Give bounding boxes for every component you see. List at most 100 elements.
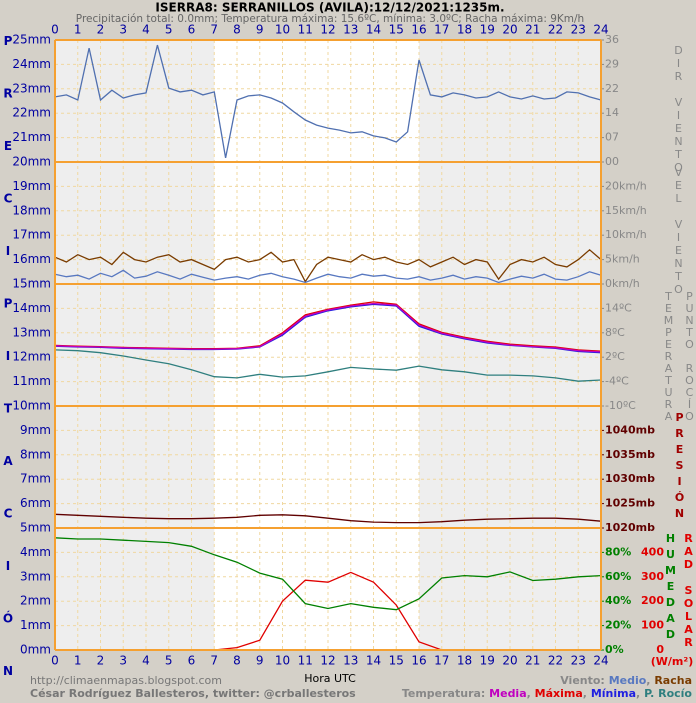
x-axis-label: Hora UTC xyxy=(304,672,356,685)
legend-separator: , xyxy=(646,674,650,687)
y-tick-label: 14mm xyxy=(12,301,51,315)
temperature-legend: Temperatura: Media, Máxima, Mínima, P. R… xyxy=(402,687,693,700)
panel-label: PUNTO ROCÍO xyxy=(683,290,696,422)
y-tick-label: 25mm xyxy=(12,33,51,47)
y-tick-label: 40% xyxy=(605,594,631,607)
x-tick-label: 5 xyxy=(165,654,173,668)
y-tick-label: 9mm xyxy=(20,423,51,437)
x-tick-label: 18 xyxy=(457,654,472,668)
y-tick-label: 20km/h xyxy=(605,179,647,192)
legend-entry: Mínima xyxy=(591,687,636,700)
y2-tick-label: 0 xyxy=(656,643,664,656)
y-tick-label: 1030mb xyxy=(605,472,655,485)
legend-separator: , xyxy=(636,687,640,700)
x-tick-label: 19 xyxy=(480,23,495,37)
series-line xyxy=(54,248,602,283)
y-tick-label: 5km/h xyxy=(605,253,640,266)
y-tick-label: 1040mb xyxy=(605,423,655,436)
x-tick-label: 7 xyxy=(210,654,218,668)
y-tick-label: 2ºC xyxy=(605,350,625,363)
y-axis-label: PRECIPITACIÓN xyxy=(1,34,15,703)
y-tick-label: 8mm xyxy=(20,447,51,461)
x-tick-label: 9 xyxy=(256,23,264,37)
x-tick-label: 11 xyxy=(298,23,313,37)
x-tick-label: 3 xyxy=(119,23,127,37)
x-tick-label: 4 xyxy=(142,23,150,37)
x-tick-label: 21 xyxy=(525,23,540,37)
x-tick-label: 20 xyxy=(502,23,517,37)
legend-entry: Medio xyxy=(609,674,647,687)
x-tick-label: 21 xyxy=(525,654,540,668)
y-tick-label: 17mm xyxy=(12,228,51,242)
y-tick-label: 6mm xyxy=(20,496,51,510)
y-tick-label: 14 xyxy=(605,106,619,119)
x-tick-label: 13 xyxy=(343,654,358,668)
x-tick-label: 7 xyxy=(210,23,218,37)
x-tick-label: 2 xyxy=(97,654,105,668)
x-tick-label: 22 xyxy=(548,654,563,668)
x-tick-label: 17 xyxy=(434,654,449,668)
x-tick-label: 13 xyxy=(343,23,358,37)
x-tick-label: 5 xyxy=(165,23,173,37)
x-tick-label: 23 xyxy=(571,654,586,668)
x-tick-label: 14 xyxy=(366,654,381,668)
series-line xyxy=(54,349,602,382)
y-tick-label: 36 xyxy=(605,33,619,46)
night-shading xyxy=(55,40,215,650)
x-tick-label: 0 xyxy=(51,654,59,668)
y-tick-label: 15mm xyxy=(12,277,51,291)
y-tick-label: 1025mb xyxy=(605,497,655,510)
legend-separator: , xyxy=(583,687,587,700)
panel-label: PRESIÓN xyxy=(673,411,686,523)
legend-title: Temperatura: xyxy=(402,687,485,700)
x-tick-label: 1 xyxy=(74,654,82,668)
y-tick-label: 24mm xyxy=(12,57,51,71)
y-tick-label: 21mm xyxy=(12,130,51,144)
y2-tick-label: 400 xyxy=(641,545,664,558)
x-tick-label: 1 xyxy=(74,23,82,37)
y-tick-label: 8ºC xyxy=(605,326,625,339)
y-tick-label: 16mm xyxy=(12,252,51,266)
series-line xyxy=(54,44,602,159)
y-tick-label: 20% xyxy=(605,619,631,632)
x-tick-label: 24 xyxy=(593,654,608,668)
y-tick-label: 80% xyxy=(605,545,631,558)
y-tick-label: 3mm xyxy=(20,569,51,583)
y-tick-label: 0% xyxy=(605,643,624,656)
x-tick-label: 11 xyxy=(298,654,313,668)
y-tick-label: -10ºC xyxy=(605,399,636,412)
y2-tick-label: 300 xyxy=(641,570,664,583)
y-tick-label: -4ºC xyxy=(605,375,629,388)
legend-entry: P. Rocío xyxy=(644,687,692,700)
panel-label: HUMEDAD xyxy=(664,532,677,644)
x-tick-label: 15 xyxy=(389,23,404,37)
x-tick-label: 9 xyxy=(256,654,264,668)
legend-entry: Máxima xyxy=(535,687,583,700)
y-tick-label: 10km/h xyxy=(605,228,647,241)
y-tick-label: 20mm xyxy=(12,155,51,169)
x-tick-label: 2 xyxy=(97,23,105,37)
y-tick-label: 12mm xyxy=(12,350,51,364)
y-tick-label: 1035mb xyxy=(605,448,655,461)
y-tick-label: 1mm xyxy=(20,618,51,632)
y-tick-label: 19mm xyxy=(12,179,51,193)
footer-author: César Rodríguez Ballesteros, twitter: @c… xyxy=(30,687,356,700)
x-tick-label: 23 xyxy=(571,23,586,37)
series-line xyxy=(54,537,602,611)
legend-entry: Media xyxy=(489,687,526,700)
x-tick-label: 12 xyxy=(320,23,335,37)
y-tick-label: 1020mb xyxy=(605,521,655,534)
y-tick-label: 07 xyxy=(605,131,619,144)
y-tick-label: 11mm xyxy=(12,374,51,388)
panel-label: DIR VIENTO xyxy=(672,44,685,174)
y-tick-label: 00 xyxy=(605,155,619,168)
x-tick-label: 15 xyxy=(389,654,404,668)
footer-url: http://climaenmapas.blogspot.com xyxy=(30,674,222,687)
series-line xyxy=(54,269,602,284)
y-tick-label: 4mm xyxy=(20,545,51,559)
y-tick-label: 10mm xyxy=(12,399,51,413)
y-tick-label: 22mm xyxy=(12,106,51,120)
x-tick-label: 8 xyxy=(233,23,241,37)
